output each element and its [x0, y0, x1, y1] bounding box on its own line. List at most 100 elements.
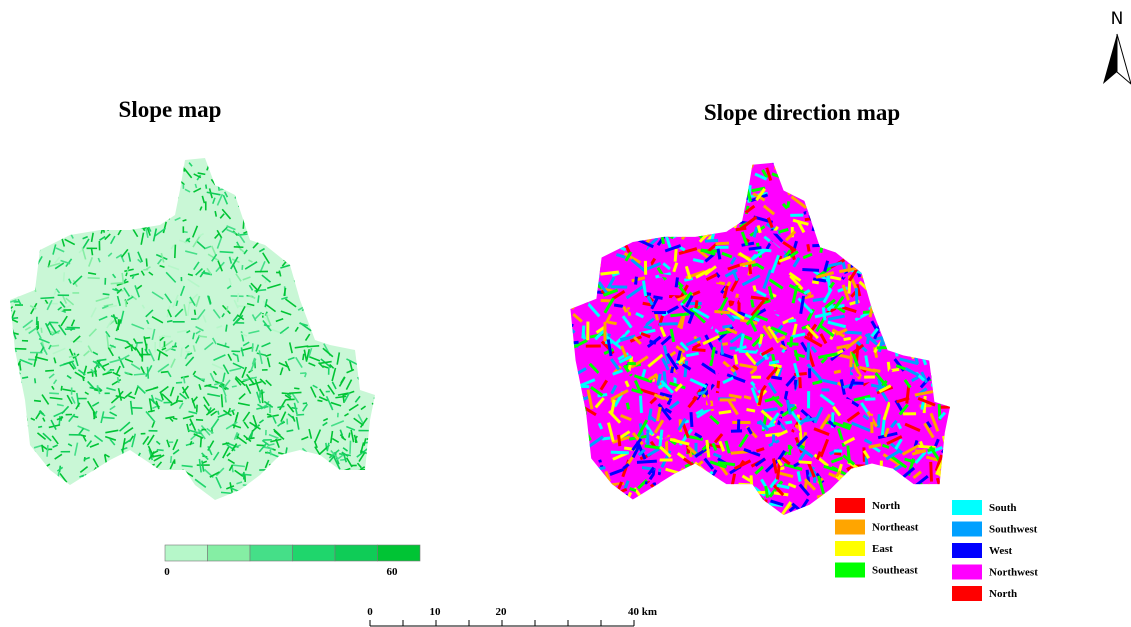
slope-texture — [139, 198, 144, 204]
slope-texture — [216, 342, 230, 349]
aspect-texture — [907, 226, 917, 233]
aspect-texture — [933, 370, 941, 377]
aspect-texture — [590, 483, 601, 501]
slope-texture — [92, 458, 100, 470]
aspect-texture — [789, 517, 793, 523]
slope-texture — [130, 294, 138, 301]
slope-texture — [301, 477, 312, 486]
slope-texture — [321, 322, 325, 328]
aspect-texture — [691, 527, 697, 528]
aspect-texture — [586, 389, 594, 410]
aspect-texture — [683, 189, 689, 203]
slope-texture — [151, 421, 156, 428]
aspect-texture — [719, 162, 733, 164]
aspect-texture — [956, 328, 974, 333]
slope-texture — [195, 330, 201, 335]
aspect-texture — [797, 297, 814, 314]
aspect-texture — [767, 382, 778, 395]
aspect-texture — [741, 274, 761, 287]
aspect-texture — [943, 260, 950, 269]
slope-texture — [357, 245, 364, 255]
aspect-texture — [702, 404, 721, 411]
slope-texture — [266, 283, 281, 289]
slope-texture — [33, 353, 38, 367]
aspect-texture — [717, 526, 733, 536]
aspect-texture — [661, 432, 679, 444]
slope-texture — [4, 358, 9, 370]
aspect-texture — [862, 269, 870, 283]
aspect-texture — [594, 209, 603, 216]
slope-texture — [155, 400, 160, 410]
slope-texture — [90, 307, 97, 318]
aspect-texture — [793, 379, 798, 390]
aspect-texture — [706, 526, 711, 536]
slope-texture — [97, 257, 101, 263]
slope-texture — [31, 163, 38, 172]
aspect-texture — [573, 220, 587, 236]
aspect-texture — [931, 271, 943, 281]
aspect-texture — [917, 190, 925, 203]
slope-texture — [54, 453, 63, 460]
slope-texture — [278, 399, 287, 411]
slope-texture — [112, 371, 121, 377]
slope-texture — [370, 430, 375, 436]
aspect-texture — [663, 200, 671, 210]
aspect-texture — [869, 463, 878, 483]
aspect-texture — [831, 162, 840, 169]
slope-texture — [18, 267, 29, 276]
aspect-texture — [716, 506, 729, 515]
slope-texture — [244, 261, 258, 270]
slope-texture — [143, 159, 150, 170]
slope-texture — [109, 486, 113, 494]
slope-texture — [201, 272, 213, 276]
aspect-texture — [953, 199, 971, 201]
aspect-texture — [809, 188, 818, 200]
slope-texture — [10, 242, 17, 250]
slope-texture — [315, 227, 329, 232]
slope-texture — [118, 202, 124, 212]
slope-texture — [191, 396, 198, 404]
slope-texture — [362, 497, 369, 500]
slope-texture — [60, 224, 68, 235]
aspect-texture — [588, 527, 604, 536]
slope-texture — [323, 200, 335, 207]
aspect-texture — [661, 502, 672, 513]
aspect-texture — [556, 214, 565, 229]
slope-texture — [228, 256, 233, 264]
slope-texture — [102, 470, 107, 473]
slope-texture — [322, 365, 329, 369]
slope-texture — [12, 408, 16, 417]
aspect-texture — [570, 348, 573, 357]
slope-texture — [82, 238, 90, 249]
aspect-texture — [675, 345, 686, 354]
slope-texture — [351, 263, 358, 267]
aspect-texture — [790, 490, 804, 502]
slope-texture — [280, 263, 293, 269]
slope-texture — [206, 191, 221, 196]
legend-swatch — [952, 564, 982, 580]
aspect-texture — [768, 278, 784, 290]
slope-texture — [323, 473, 327, 480]
slope-texture — [269, 449, 273, 456]
aspect-texture — [717, 366, 732, 375]
slope-texture — [376, 303, 388, 306]
aspect-texture — [827, 320, 847, 329]
aspect-texture — [622, 521, 636, 523]
aspect-texture — [803, 481, 808, 490]
aspect-texture — [917, 482, 923, 495]
slope-texture — [10, 299, 17, 305]
slope-texture — [10, 438, 14, 448]
slope-texture — [1, 504, 11, 511]
slope-texture — [271, 160, 282, 164]
aspect-texture — [787, 184, 805, 196]
aspect-texture — [933, 338, 948, 346]
slope-texture — [152, 472, 158, 478]
aspect-texture — [796, 173, 807, 187]
aspect-texture — [930, 526, 939, 540]
slope-texture — [366, 438, 375, 443]
aspect-texture — [916, 162, 922, 167]
slope-texture — [95, 502, 102, 509]
slope-texture — [344, 339, 350, 344]
slope-texture — [242, 484, 253, 487]
aspect-texture — [720, 219, 731, 231]
